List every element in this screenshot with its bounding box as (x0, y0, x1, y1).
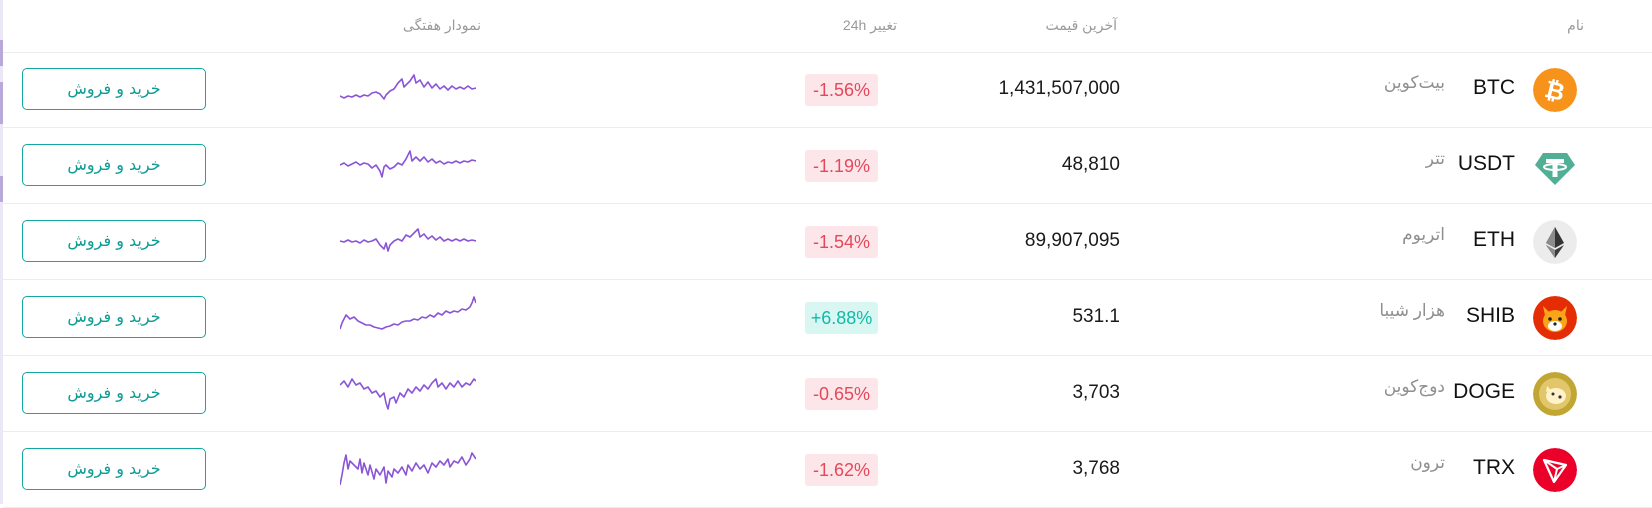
trade-button[interactable]: خرید و فروش (22, 296, 206, 338)
change-badge: -1.54% (805, 226, 878, 258)
table-row[interactable]: TRX ترون 3,768 -1.62% خرید و فروش (3, 432, 1652, 508)
trade-button[interactable]: خرید و فروش (22, 220, 206, 262)
trade-button[interactable]: خرید و فروش (22, 144, 206, 186)
coin-symbol: BTC (1473, 76, 1515, 99)
market-table: نام آخرین قیمت تغییر 24h نمودار هفتگی ₿ … (3, 0, 1652, 508)
coin-name: اتریوم (1402, 225, 1445, 244)
table-row[interactable]: SHIB هزار شیبا 531.1 +6.88% خرید و فروش (3, 280, 1652, 356)
last-price: 48,810 (1061, 154, 1120, 175)
weekly-sparkline (340, 452, 476, 486)
coin-symbol: TRX (1473, 456, 1515, 479)
trade-button[interactable]: خرید و فروش (22, 372, 206, 414)
coin-name: تتر (1425, 149, 1445, 168)
coin-name: دوج‌کوین (1383, 377, 1445, 396)
weekly-sparkline (340, 228, 476, 252)
coin-symbol: SHIB (1465, 304, 1515, 327)
table-row[interactable]: ₿ BTC بیت‌کوین 1,431,507,000 -1.56% خرید… (3, 52, 1652, 128)
table-row[interactable]: DOGE دوج‌کوین 3,703 -0.65% خرید و فروش (3, 356, 1652, 432)
coin-symbol: USDT (1457, 152, 1515, 175)
column-header-last-price: آخرین قیمت (1045, 17, 1117, 33)
ethereum-icon (1533, 220, 1577, 264)
coin-symbol: ETH (1473, 228, 1515, 251)
coin-name: هزار شیبا (1379, 301, 1445, 320)
column-header-weekly-chart: نمودار هفتگی (402, 17, 481, 33)
table-header: نام آخرین قیمت تغییر 24h نمودار هفتگی (3, 0, 1652, 53)
change-badge: -1.56% (805, 74, 878, 106)
tron-icon (1533, 448, 1577, 492)
change-badge: -1.62% (805, 454, 878, 486)
trade-button[interactable]: خرید و فروش (22, 68, 206, 110)
coin-name: بیت‌کوین (1383, 73, 1445, 92)
shiba-inu-icon (1533, 296, 1577, 340)
weekly-sparkline (340, 150, 476, 178)
bitcoin-icon: ₿ (1533, 68, 1577, 112)
last-price: 1,431,507,000 (998, 78, 1120, 99)
coin-symbol: DOGE (1453, 380, 1515, 403)
last-price: 3,703 (1072, 382, 1120, 403)
table-row[interactable]: USDT تتر 48,810 -1.19% خرید و فروش (3, 128, 1652, 204)
dogecoin-icon (1533, 372, 1577, 416)
last-price: 531.1 (1072, 306, 1120, 327)
tether-icon (1533, 144, 1577, 188)
coin-name: ترون (1410, 453, 1445, 472)
last-price: 89,907,095 (1024, 230, 1120, 251)
page-scroll-edge (0, 0, 3, 504)
table-row[interactable]: ETH اتریوم 89,907,095 -1.54% خرید و فروش (3, 204, 1652, 280)
last-price: 3,768 (1072, 458, 1120, 479)
trade-button[interactable]: خرید و فروش (22, 448, 206, 490)
change-badge: -1.19% (805, 150, 878, 182)
weekly-sparkline (340, 378, 476, 410)
weekly-sparkline (340, 74, 476, 100)
change-badge: -0.65% (805, 378, 878, 410)
column-header-change-24h: تغییر 24h (842, 17, 897, 33)
weekly-sparkline (340, 296, 476, 330)
column-header-name: نام (1567, 17, 1584, 33)
change-badge: +6.88% (805, 302, 878, 334)
